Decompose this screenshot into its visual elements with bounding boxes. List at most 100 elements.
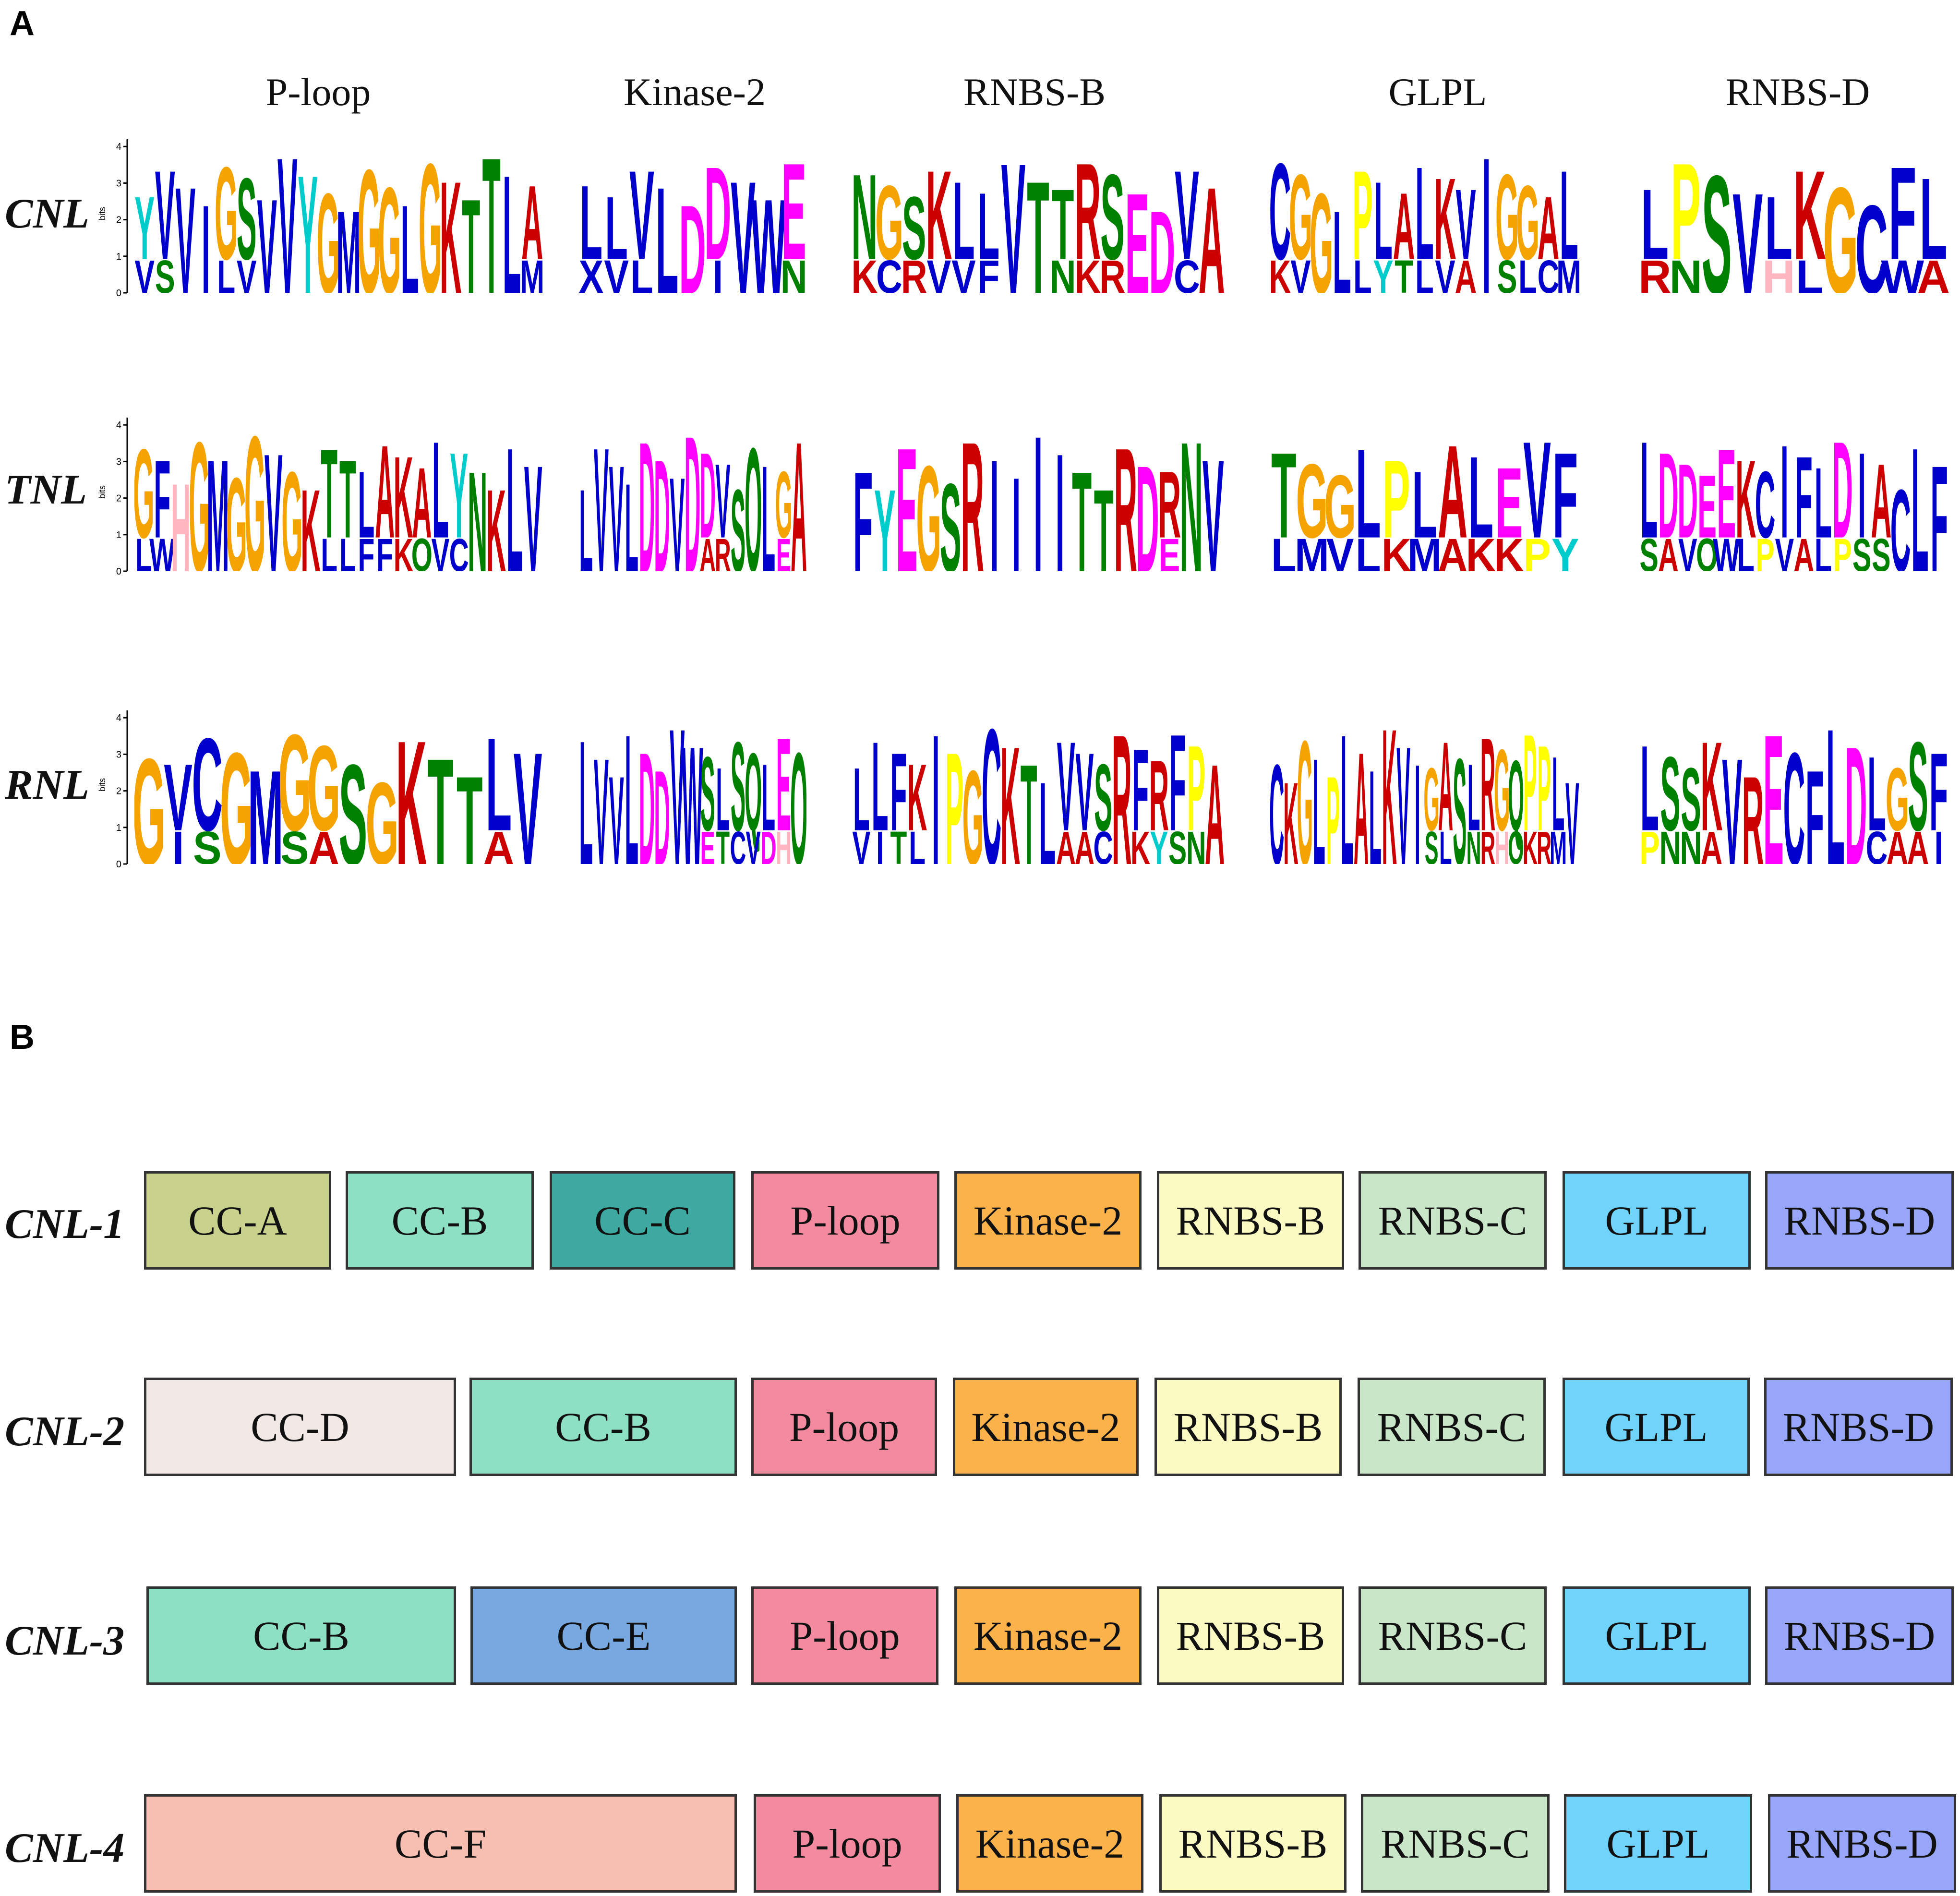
motif-header-p-loop: P-loop xyxy=(265,70,371,114)
logo-residue: A xyxy=(1538,178,1560,278)
logo-residue: L xyxy=(952,159,974,283)
logo-residue: V xyxy=(670,710,685,864)
domain-label: GLPL xyxy=(1605,1612,1708,1659)
logo-residue-minor: E xyxy=(776,529,791,571)
logo-residue: C xyxy=(1890,465,1911,571)
logo-residue-minor: R xyxy=(1639,251,1671,293)
logo-residue-minor: N xyxy=(1670,251,1702,293)
logo-residue: L xyxy=(1369,743,1382,864)
logo-residue: D xyxy=(679,179,706,293)
logo-y-axis: 0 1 2 3 4 bits xyxy=(97,708,132,874)
logo-residue: F xyxy=(853,442,873,571)
logo-residue: G xyxy=(281,443,302,571)
logo-residue: I xyxy=(202,179,210,293)
logo-residue-minor: K xyxy=(852,251,878,293)
logo-residue: L xyxy=(656,156,678,293)
logo-residue: G xyxy=(1296,443,1328,560)
logo-residue: A xyxy=(1438,716,1453,858)
logo-residue: E xyxy=(776,710,791,858)
logo-residue: L xyxy=(1765,179,1792,278)
logo-residue: G xyxy=(357,139,381,293)
domain-label: CC-A xyxy=(188,1197,287,1244)
logo-residue: S xyxy=(1094,744,1112,851)
logo-residue: L xyxy=(1333,186,1351,293)
logo-residue: Y xyxy=(298,141,318,293)
logo-residue: S xyxy=(700,734,715,852)
logo-residue: G xyxy=(1423,749,1440,849)
logo-residue: R xyxy=(1480,710,1495,858)
logo-residue-minor: M xyxy=(1556,251,1579,293)
axis-tick-label: 4 xyxy=(116,142,121,152)
logo-residue: V xyxy=(1455,168,1476,280)
logo-residue: D xyxy=(1149,187,1175,293)
logo-residue-minor: N xyxy=(1467,822,1481,864)
logo-residue-minor: V xyxy=(1678,529,1697,571)
logo-residue: A xyxy=(1393,174,1415,280)
logo-residue-minor: N xyxy=(1680,822,1702,864)
logo-residue: R xyxy=(961,418,984,571)
logo-residue: G xyxy=(220,719,253,864)
logo-residue: G xyxy=(134,728,166,864)
logo-residue: R xyxy=(1112,710,1131,864)
logo-residue-minor: P xyxy=(1639,822,1659,864)
logo-residue-minor: A xyxy=(1907,822,1929,864)
logo-residue: F xyxy=(1888,139,1916,287)
domain-label: RNBS-B xyxy=(1178,1820,1328,1867)
logo-residue: K xyxy=(1283,758,1298,864)
logo-residue: G xyxy=(226,449,247,571)
logo-residue-minor: C xyxy=(1094,822,1113,864)
logo-residue-minor: L xyxy=(1796,251,1824,293)
row-label-cnl: CNL xyxy=(5,191,89,237)
domain-label: GLPL xyxy=(1604,1404,1708,1450)
axis-tick-label: 0 xyxy=(116,566,121,577)
logo-residue: N xyxy=(1179,418,1202,571)
logo-residue: G xyxy=(875,163,903,281)
logo-residue: G xyxy=(365,757,398,864)
logo-residue-minor: M xyxy=(1550,822,1567,864)
logo-residue: F xyxy=(1929,730,1948,854)
logo-residue: G xyxy=(215,140,238,288)
logo-residue-minor: K xyxy=(1494,529,1524,571)
logo-residue: C xyxy=(1783,719,1805,864)
domain-box-p-loop: P-loop xyxy=(751,1378,937,1476)
logo-residue: L xyxy=(977,173,999,279)
domain-box-cc-d: CC-D xyxy=(144,1378,456,1476)
domain-label: Kinase-2 xyxy=(973,1612,1123,1659)
logo-residue: W xyxy=(751,171,786,293)
domain-box-glpl: GLPL xyxy=(1563,1171,1751,1270)
domain-label: CC-C xyxy=(594,1197,691,1244)
logo-residue: F xyxy=(1132,726,1149,855)
logo-residue: L xyxy=(1640,721,1659,857)
logo-residue-minor: C xyxy=(1174,251,1200,293)
logo-residue: V xyxy=(1732,163,1763,293)
logo-residue: T xyxy=(1052,169,1074,281)
logo-residue: C xyxy=(192,711,223,859)
logo-residue-minor: E xyxy=(1159,528,1180,571)
logo-residue-minor: V xyxy=(926,251,951,293)
logo-residue-minor: S xyxy=(1639,529,1659,571)
logo-residue-minor: I xyxy=(172,821,184,864)
logo-residue: V xyxy=(1396,712,1410,864)
domain-box-cc-b: CC-B xyxy=(346,1171,534,1270)
logo-residue-minor: E xyxy=(700,822,715,864)
logo-residue: K xyxy=(1000,712,1020,864)
logo-residue: Q xyxy=(790,720,806,864)
axis-tick-label: 2 xyxy=(116,493,121,504)
logo-residue: L xyxy=(762,434,775,571)
domain-label: CC-B xyxy=(555,1404,651,1450)
logo-residue: H xyxy=(171,458,191,571)
logo-residue-minor: L xyxy=(1415,251,1434,293)
logo-residue-minor: V xyxy=(1435,251,1455,293)
logo-residue: A xyxy=(521,164,542,282)
logo-residue: I xyxy=(1858,427,1865,564)
logo-residue: G xyxy=(1886,749,1909,850)
logo-residue: G xyxy=(307,721,340,857)
row-label-tnl: TNL xyxy=(5,467,87,513)
logo-residue-minor: L xyxy=(1518,251,1537,293)
logo-residue: M xyxy=(336,186,361,293)
logo-residue-minor: A xyxy=(483,821,514,864)
logo-residue: A xyxy=(1354,720,1369,864)
